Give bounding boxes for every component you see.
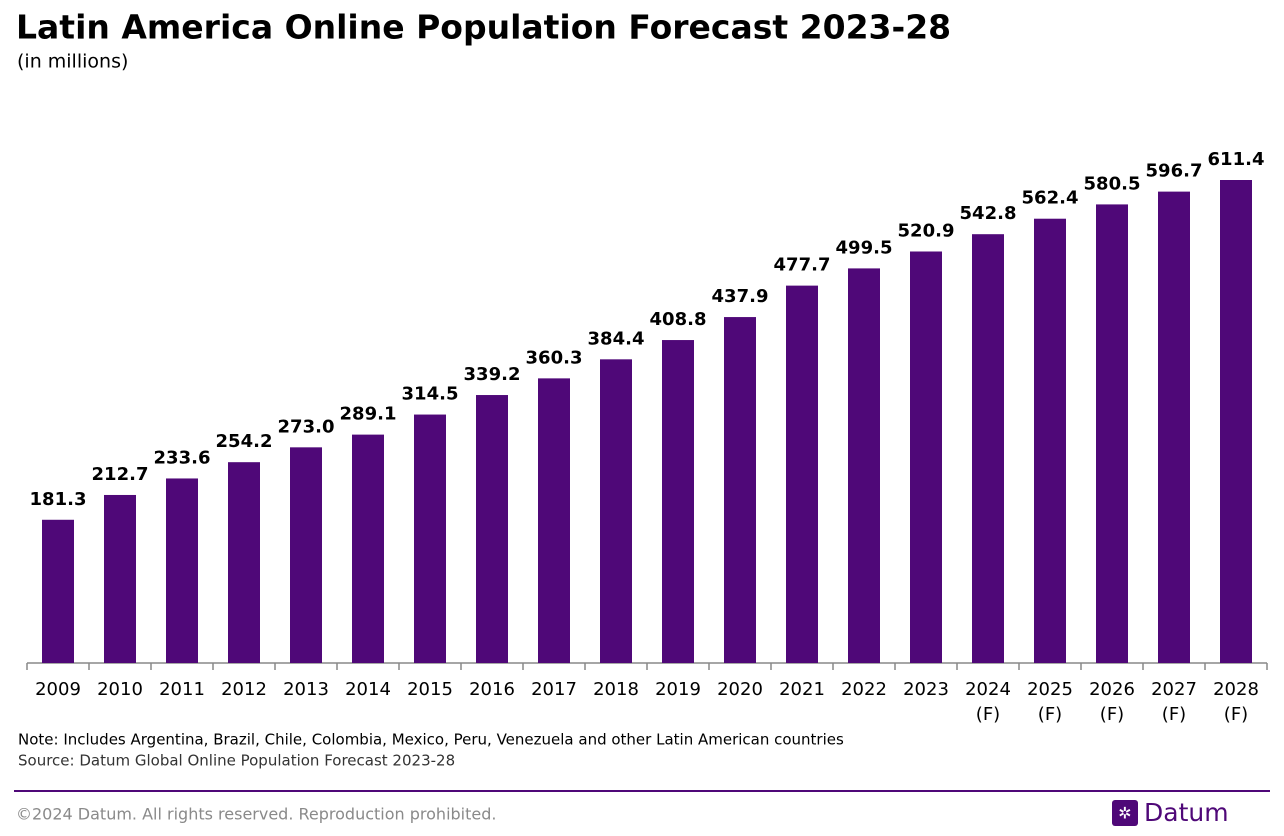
chart-subtitle: (in millions)	[17, 51, 128, 73]
source: Source: Datum Global Online Population F…	[18, 752, 455, 770]
bar	[352, 434, 384, 663]
data-label: 314.5	[402, 384, 459, 405]
bar	[228, 462, 260, 663]
copyright: ©2024 Datum. All rights reserved. Reprod…	[16, 805, 496, 824]
x-tick-label: 2017	[531, 679, 577, 700]
x-tick-label: 2024 (F)	[965, 679, 1011, 725]
x-tick-label: 2011	[159, 679, 205, 700]
bar	[724, 317, 756, 663]
data-label: 542.8	[960, 203, 1017, 224]
x-tick-label: 2028 (F)	[1213, 679, 1259, 725]
data-label: 408.8	[650, 309, 707, 330]
data-label: 289.1	[340, 404, 397, 425]
x-tick-label: 2014	[345, 679, 391, 700]
bar	[1158, 191, 1190, 663]
x-tick-label: 2025 (F)	[1027, 679, 1073, 725]
data-label: 611.4	[1208, 149, 1265, 170]
x-tick-label: 2015	[407, 679, 453, 700]
data-label: 437.9	[712, 286, 769, 307]
bar	[476, 395, 508, 663]
bar	[848, 268, 880, 663]
bar	[290, 447, 322, 663]
data-label: 254.2	[216, 431, 273, 452]
bar	[1034, 218, 1066, 663]
bar	[1220, 180, 1252, 663]
chart-title: Latin America Online Population Forecast…	[16, 8, 951, 47]
brand-icon-glyph: ✲	[1118, 804, 1131, 823]
bar	[414, 414, 446, 663]
brand-icon	[1112, 800, 1138, 826]
bar	[662, 340, 694, 663]
note: Note: Includes Argentina, Brazil, Chile,…	[18, 731, 844, 749]
bar	[1096, 204, 1128, 663]
data-label: 233.6	[154, 447, 211, 468]
x-tick-label: 2013	[283, 679, 329, 700]
x-tick-label: 2019	[655, 679, 701, 700]
x-tick-label: 2010	[97, 679, 143, 700]
x-tick-label: 2012	[221, 679, 267, 700]
data-label: 273.0	[278, 416, 335, 437]
x-tick-label: 2009	[35, 679, 81, 700]
data-label: 212.7	[92, 464, 149, 485]
brand-name: Datum	[1144, 798, 1229, 827]
x-tick-label: 2020	[717, 679, 763, 700]
bar	[972, 234, 1004, 663]
x-tick-label: 2027 (F)	[1151, 679, 1197, 725]
x-tick-label: 2018	[593, 679, 639, 700]
x-tick-label: 2016	[469, 679, 515, 700]
bar	[166, 478, 198, 663]
bar	[786, 285, 818, 663]
data-label: 520.9	[898, 220, 955, 241]
data-label: 181.3	[30, 489, 87, 510]
x-tick-label: 2022	[841, 679, 887, 700]
data-label: 339.2	[464, 364, 521, 385]
x-tick-label: 2026 (F)	[1089, 679, 1135, 725]
x-tick-label: 2021	[779, 679, 825, 700]
data-label: 384.4	[588, 328, 645, 349]
data-label: 477.7	[774, 255, 831, 276]
bar	[910, 251, 942, 663]
data-label: 360.3	[526, 347, 583, 368]
data-label: 580.5	[1084, 173, 1141, 194]
x-tick-label: 2023	[903, 679, 949, 700]
bar	[104, 494, 136, 663]
bar	[538, 378, 570, 663]
data-label: 499.5	[836, 237, 893, 258]
bar	[42, 519, 74, 663]
data-label: 596.7	[1146, 161, 1203, 182]
data-label: 562.4	[1022, 188, 1079, 209]
bar	[600, 359, 632, 663]
